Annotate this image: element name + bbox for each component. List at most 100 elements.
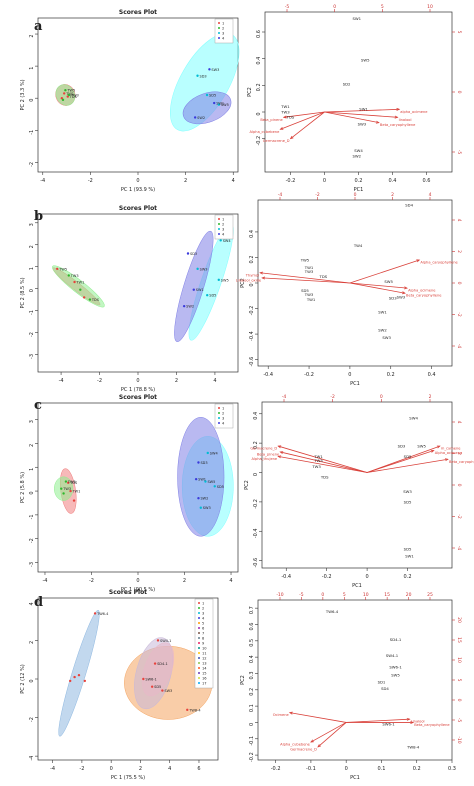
score-point <box>192 288 195 291</box>
y-tick-label: -2 <box>29 538 35 543</box>
score-point <box>93 612 97 615</box>
right-tick-label: -4 <box>456 546 462 551</box>
loading-label: Beta_pinene <box>257 452 280 456</box>
score-point <box>64 88 67 92</box>
x-axis-label: PC1 <box>350 775 360 781</box>
x-tick-label: 0.3 <box>448 766 456 772</box>
x-tick-label: -0.1 <box>306 766 316 772</box>
x-tick-label: 0.4 <box>389 178 397 184</box>
score-point <box>213 485 216 488</box>
legend-label: 7 <box>202 632 204 636</box>
score-point-label: SD3 <box>200 74 207 78</box>
legend-marker <box>198 627 200 629</box>
loading-label: Germacrene_D <box>263 139 290 143</box>
loading-arrow <box>310 722 347 743</box>
x-tick-label: -0.4 <box>263 372 273 378</box>
score-point <box>182 304 186 308</box>
panel-b-bi: -0.4 -0.2 0 0.2 0.4 -0.6 -0.4 -0.2 0 0.2 0.4 PC1 PC2… <box>236 192 462 387</box>
legend-marker <box>218 37 220 39</box>
legend-label: 3 <box>222 417 224 421</box>
loading-arrow <box>278 445 368 473</box>
loading-arrow <box>259 272 350 284</box>
y-tick-label: 0.4 <box>249 655 255 663</box>
x-tick-label: -2 <box>89 578 94 584</box>
x-axis-label: PC 1 (90.5 %) <box>121 587 155 593</box>
legend-marker <box>198 607 200 609</box>
biplot-sample-label: SW5 <box>391 673 400 678</box>
y-tick-label: -0.1 <box>249 736 255 746</box>
loading-arrow <box>324 111 398 118</box>
plot-frame <box>257 599 453 761</box>
loading-arrow <box>289 712 347 723</box>
score-point <box>150 685 154 688</box>
legend-marker <box>218 422 220 424</box>
y-tick-label: 0.4 <box>256 57 262 65</box>
legend-marker <box>218 27 220 29</box>
legend-marker <box>198 612 200 614</box>
legend-label: 1 <box>222 22 224 26</box>
y-tick-label: 0.4 <box>249 230 255 238</box>
biplot-sample-label: TDS <box>320 474 329 479</box>
biplot-sample-label: TW3 <box>280 109 290 114</box>
x-tick-label: -0.2 <box>322 574 332 580</box>
legend-marker <box>198 672 200 674</box>
biplot-sample-label: TW5 <box>313 458 323 463</box>
legend-label: 3 <box>222 32 224 36</box>
legend-marker <box>218 228 220 230</box>
biplot-sample-label: SW5 <box>417 444 426 449</box>
right-tick-label: 0 <box>456 484 462 487</box>
chart-title: Scores Plot <box>109 589 147 596</box>
legend-box <box>194 598 214 689</box>
right-tick-label: 4 <box>456 219 462 222</box>
legend-box <box>214 403 234 429</box>
confidence-ellipse <box>182 91 232 125</box>
loading-arrowhead <box>406 717 411 721</box>
y-tick-label: -1 <box>29 310 35 315</box>
loading-label: Beta_caryophyllene <box>406 294 442 298</box>
score-point <box>194 477 198 481</box>
x-tick-label: 0 <box>136 378 139 384</box>
legend-label: 4 <box>222 422 225 426</box>
biplot-sample-label: TW3 <box>304 292 314 297</box>
loading-arrow <box>349 282 406 294</box>
legend-marker <box>198 662 200 664</box>
x-tick-label: 2 <box>139 766 142 772</box>
loading-arrowhead <box>259 271 264 275</box>
legend-label: 3 <box>202 612 204 616</box>
loading-arrowhead <box>394 115 399 119</box>
y-tick-label: 0 <box>29 289 35 292</box>
x-axis-label: PC1 <box>354 187 364 193</box>
loading-arrowhead <box>436 445 441 449</box>
loading-label: Beta_caryophyllene <box>414 723 450 727</box>
legend-marker <box>218 417 220 419</box>
biplot-sample-label: SW1 <box>359 107 368 112</box>
top-tick-label: 20 <box>406 592 412 598</box>
score-point-label: SD4-1 <box>157 662 168 666</box>
y-tick-label: 2 <box>29 444 35 447</box>
y-tick-label: 3 <box>29 420 35 423</box>
score-point <box>212 101 216 105</box>
y-tick-label: -1 <box>29 514 35 519</box>
x-tick-label: 0 <box>323 178 326 184</box>
biplot-sample-label: SW2 <box>378 328 387 333</box>
biplot-sample-label: SD4 <box>405 202 413 207</box>
y-tick-label: 0.3 <box>249 671 255 679</box>
score-point <box>62 492 65 495</box>
score-point <box>83 679 87 683</box>
x-axis-label: PC 1 (93.9 %) <box>121 187 155 193</box>
y-tick-label: 0 <box>249 723 255 726</box>
legend-label: 6 <box>202 627 205 631</box>
score-point <box>73 675 76 679</box>
score-point-label: TW6-4 <box>96 612 109 616</box>
right-tick-label: 2 <box>456 452 462 455</box>
score-point <box>217 103 221 106</box>
loading-arrowhead <box>402 291 406 295</box>
loading-arrow <box>280 111 325 130</box>
score-point <box>56 267 59 271</box>
loading-arrowhead <box>375 120 380 124</box>
score-point-label: TW1 <box>72 490 81 494</box>
score-point-label: SW3 <box>200 267 208 271</box>
top-tick-label: 10 <box>427 4 433 10</box>
legend-label: 12 <box>202 657 207 661</box>
